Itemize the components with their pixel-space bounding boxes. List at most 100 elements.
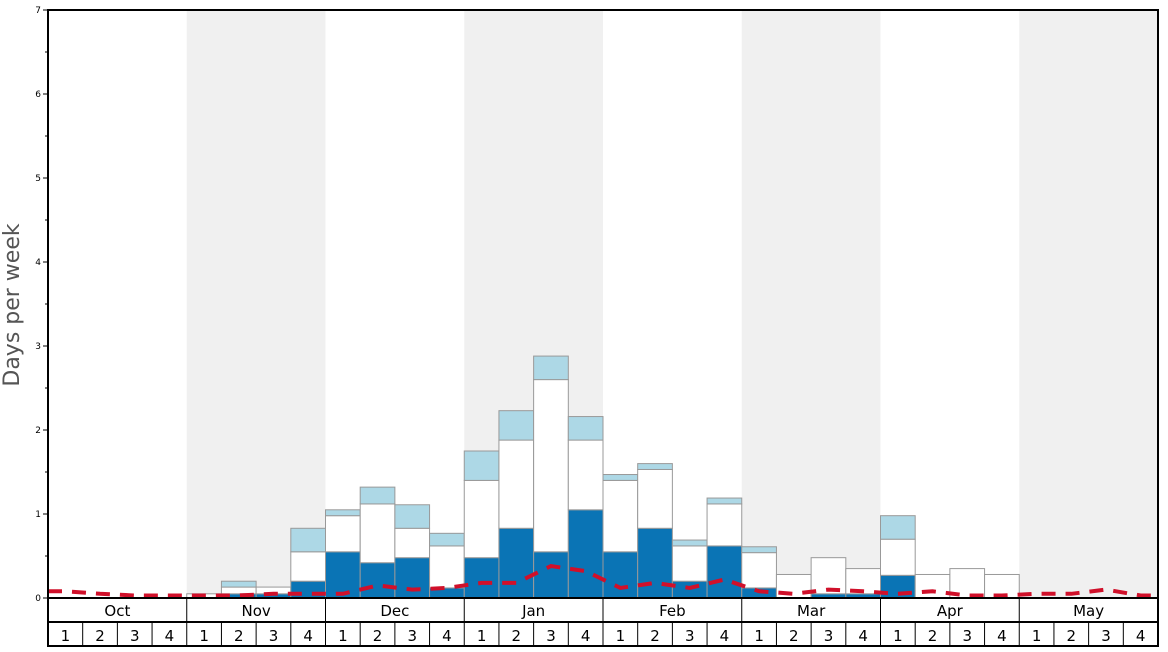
bar-segment-0 bbox=[325, 551, 361, 599]
week-label: 3 bbox=[546, 627, 556, 645]
week-label: 1 bbox=[1032, 627, 1042, 645]
month-label: Apr bbox=[937, 602, 964, 620]
week-label: 3 bbox=[1101, 627, 1111, 645]
week-label: 4 bbox=[581, 627, 591, 645]
month-band bbox=[1019, 10, 1158, 598]
bar-segment-2 bbox=[533, 355, 569, 381]
bar-segment-2 bbox=[394, 504, 431, 529]
y-tick-label: 3 bbox=[35, 342, 41, 352]
bar-segment-0 bbox=[359, 562, 396, 599]
bar-segment-1 bbox=[429, 545, 465, 589]
bar-segment-0 bbox=[602, 551, 639, 599]
week-label: 2 bbox=[650, 627, 660, 645]
bar-segment-2 bbox=[359, 486, 396, 505]
bar-segment-1 bbox=[533, 379, 569, 553]
week-label: 1 bbox=[616, 627, 626, 645]
week-label: 1 bbox=[338, 627, 348, 645]
bar-segment-1 bbox=[325, 515, 361, 553]
bar-segment-1 bbox=[741, 552, 777, 589]
y-axis-label: Days per week bbox=[0, 223, 25, 386]
bar-segment-1 bbox=[220, 586, 257, 595]
bar-segment-2 bbox=[498, 410, 535, 441]
week-label: 3 bbox=[407, 627, 417, 645]
bar-segment-1 bbox=[463, 479, 500, 559]
week-label: 3 bbox=[685, 627, 695, 645]
y-tick-label: 6 bbox=[35, 90, 41, 100]
bar-segment-1 bbox=[637, 468, 673, 529]
bar-segment-2 bbox=[880, 515, 916, 540]
dashed-trend-line bbox=[48, 564, 1158, 598]
week-label: 3 bbox=[130, 627, 140, 645]
y-tick-label: 2 bbox=[35, 426, 41, 436]
week-label: 2 bbox=[1067, 627, 1077, 645]
week-label: 2 bbox=[512, 627, 522, 645]
month-label: Mar bbox=[797, 602, 826, 620]
week-label: 3 bbox=[962, 627, 972, 645]
bar-segment-1 bbox=[394, 527, 431, 559]
week-label: 2 bbox=[789, 627, 799, 645]
week-label: 2 bbox=[95, 627, 105, 645]
month-band bbox=[741, 10, 881, 598]
bar-segment-1 bbox=[706, 503, 743, 547]
month-label: May bbox=[1073, 602, 1104, 620]
week-label: 3 bbox=[269, 627, 279, 645]
week-label: 4 bbox=[720, 627, 730, 645]
bar-segment-2 bbox=[290, 527, 326, 553]
x-axis: Oct Nov Dec Jan Feb Mar Apr May 1 2 3 4 1 2 3 4 1 2 3 4 1 2 3 4… bbox=[47, 598, 1159, 647]
week-label: 1 bbox=[199, 627, 209, 645]
y-tick-label: 4 bbox=[35, 258, 41, 268]
week-label: 1 bbox=[893, 627, 903, 645]
bar-segment-2 bbox=[220, 580, 257, 588]
bar-segment-0 bbox=[463, 557, 500, 599]
bar-segment-2 bbox=[602, 474, 639, 481]
y-tick-label: 5 bbox=[35, 174, 41, 184]
dashed-line bbox=[48, 564, 1158, 598]
week-label: 4 bbox=[303, 627, 313, 645]
bar-segment-1 bbox=[602, 479, 639, 553]
bar-segment-1 bbox=[914, 573, 951, 599]
bar-segment-1 bbox=[671, 545, 708, 582]
month-band bbox=[880, 10, 1020, 598]
bar-segment-0 bbox=[567, 509, 604, 599]
week-label: 4 bbox=[1136, 627, 1146, 645]
week-label: 4 bbox=[165, 627, 175, 645]
week-label: 4 bbox=[442, 627, 452, 645]
bar-segment-1 bbox=[359, 503, 396, 564]
bar-segment-2 bbox=[429, 532, 465, 547]
bar-segment-1 bbox=[290, 551, 326, 582]
week-label: 4 bbox=[997, 627, 1007, 645]
bar-segment-0 bbox=[498, 527, 535, 599]
bar-segment-0 bbox=[706, 545, 743, 599]
bar-segment-2 bbox=[741, 546, 777, 554]
y-tick-label: 1 bbox=[35, 510, 41, 520]
bar-segment-0 bbox=[533, 551, 569, 599]
week-label: 1 bbox=[754, 627, 764, 645]
bar-segment-1 bbox=[880, 538, 916, 576]
week-label: 2 bbox=[928, 627, 938, 645]
bar-segment-0 bbox=[394, 557, 431, 599]
week-label: 1 bbox=[61, 627, 71, 645]
y-tick-label: 7 bbox=[35, 6, 41, 16]
week-label: 2 bbox=[373, 627, 383, 645]
week-label: 4 bbox=[858, 627, 868, 645]
month-band bbox=[48, 10, 187, 598]
week-label: 2 bbox=[234, 627, 244, 645]
month-label: Feb bbox=[659, 602, 686, 620]
y-tick-label: 0 bbox=[35, 594, 41, 604]
bar-segment-1 bbox=[567, 439, 604, 511]
bar-segment-2 bbox=[325, 509, 361, 517]
bar-segment-1 bbox=[498, 439, 535, 529]
bar-segment-0 bbox=[637, 527, 673, 599]
month-label: Dec bbox=[380, 602, 409, 620]
week-label: 3 bbox=[824, 627, 834, 645]
bar-segment-2 bbox=[567, 416, 604, 441]
week-label: 1 bbox=[477, 627, 487, 645]
month-label: Oct bbox=[104, 602, 130, 620]
bar-segment-2 bbox=[463, 450, 500, 481]
bar-segment-2 bbox=[671, 539, 708, 547]
month-band bbox=[186, 10, 326, 598]
month-label: Jan bbox=[521, 602, 545, 620]
bar-segment-2 bbox=[706, 497, 743, 505]
